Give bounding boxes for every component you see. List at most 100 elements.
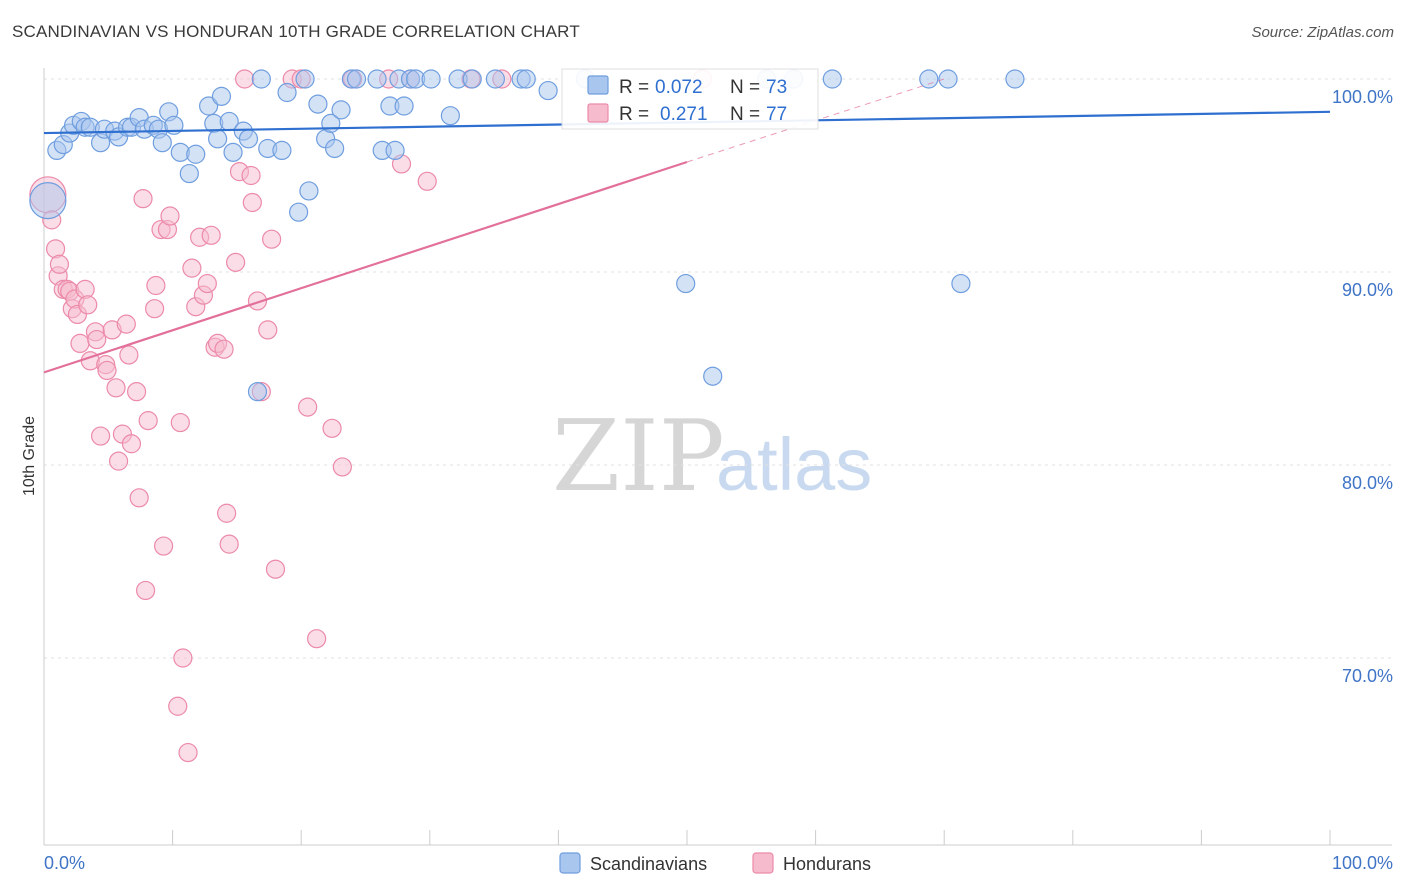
scandinavian-point bbox=[485, 69, 505, 89]
y-tick-label: 70.0% bbox=[1342, 666, 1393, 686]
scandinavian-point bbox=[247, 382, 268, 402]
scandinavian-point bbox=[199, 96, 219, 116]
honduran-point bbox=[121, 434, 142, 454]
x-tick-marks bbox=[43, 830, 1331, 845]
y-tick-label: 90.0% bbox=[1342, 280, 1393, 300]
legend-n-label-scandinavians: N = bbox=[730, 77, 760, 98]
honduran-point bbox=[332, 457, 352, 477]
scandinavian-point bbox=[325, 138, 345, 159]
y-tick-label: 80.0% bbox=[1342, 473, 1393, 493]
honduran-point bbox=[235, 69, 255, 89]
scandinavian-point bbox=[394, 96, 414, 116]
honduran-point bbox=[108, 451, 129, 471]
scandinavian-point bbox=[238, 129, 259, 149]
honduran-point bbox=[119, 345, 139, 365]
bottom-legend-label-hondurans: Hondurans bbox=[783, 854, 871, 874]
legend-n-value-scandinavians: 73 bbox=[766, 77, 787, 98]
honduran-point bbox=[217, 503, 237, 523]
scandinavian-point bbox=[299, 181, 319, 201]
honduran-point bbox=[265, 559, 286, 579]
honduran-point bbox=[242, 192, 262, 213]
honduran-point bbox=[138, 411, 158, 431]
scandinavian-point bbox=[938, 69, 958, 89]
honduran-point bbox=[160, 206, 180, 226]
scandinavian-point bbox=[208, 129, 228, 149]
scandinavian-point bbox=[538, 80, 558, 101]
y-axis-label: 10th Grade bbox=[21, 416, 38, 496]
honduran-point bbox=[298, 397, 318, 417]
correlation-legend: R = 0.072 N = 73 R = 0.271 N = 77 bbox=[561, 68, 819, 130]
honduran-point bbox=[126, 382, 147, 402]
legend-r-value-scandinavians: 0.072 bbox=[655, 77, 703, 98]
legend-swatch-hondurans bbox=[587, 103, 609, 123]
honduran-point bbox=[146, 275, 166, 296]
honduran-point bbox=[226, 252, 246, 272]
honduran-point bbox=[241, 165, 261, 186]
honduran-point bbox=[197, 273, 217, 294]
scandinavian-point bbox=[1005, 69, 1025, 89]
scandinavian-point bbox=[367, 69, 387, 89]
scandinavian-point bbox=[331, 100, 351, 120]
honduran-point bbox=[106, 378, 126, 398]
scandinavian-point bbox=[295, 69, 315, 89]
scandinavian-point bbox=[179, 163, 199, 184]
legend-r-label-scandinavians: R = bbox=[619, 77, 649, 98]
honduran-point bbox=[97, 360, 117, 381]
honduran-point bbox=[90, 426, 111, 446]
source-attribution: Source: ZipAtlas.com bbox=[1251, 24, 1394, 41]
watermark: ZIP atlas bbox=[552, 400, 872, 514]
scandinavian-point bbox=[676, 273, 696, 294]
honduran-point bbox=[70, 333, 90, 354]
honduran-point bbox=[214, 339, 234, 359]
scandinavian-point bbox=[385, 140, 405, 161]
scandinavian-point bbox=[308, 94, 328, 114]
scandinavian-point bbox=[186, 144, 206, 164]
honduran-point bbox=[78, 295, 98, 315]
honduran-point bbox=[87, 329, 107, 350]
scandinavian-point bbox=[346, 69, 367, 89]
honduran-point bbox=[307, 629, 327, 649]
honduran-point bbox=[219, 534, 239, 554]
scandinavian-point bbox=[462, 69, 482, 89]
scandinavian-point bbox=[951, 273, 971, 294]
honduran-point bbox=[201, 225, 221, 245]
x-tick-label-max: 100.0% bbox=[1332, 853, 1393, 873]
honduran-point bbox=[133, 189, 153, 209]
honduran-point bbox=[322, 418, 342, 438]
scandinavian-point bbox=[516, 69, 536, 89]
honduran-point bbox=[116, 314, 136, 334]
honduran-point bbox=[135, 580, 156, 601]
y-tick-labels: 100.0% 90.0% 80.0% 70.0% bbox=[1332, 87, 1393, 686]
scandinavian-point bbox=[822, 69, 842, 89]
honduran-point bbox=[144, 299, 165, 319]
honduran-point bbox=[417, 171, 437, 191]
scandinavian-point bbox=[289, 202, 309, 222]
honduran-point bbox=[129, 488, 149, 508]
bottom-legend-swatch-hondurans bbox=[752, 852, 774, 874]
legend-swatch-scandinavians bbox=[587, 75, 609, 95]
scandinavian-point bbox=[440, 106, 460, 126]
legend-n-label-hondurans: N = bbox=[730, 104, 760, 125]
honduran-point bbox=[153, 536, 174, 556]
scandinavian-point bbox=[421, 69, 441, 89]
legend-r-value-hondurans: 0.271 bbox=[660, 104, 708, 125]
honduran-point bbox=[178, 742, 198, 763]
honduran-point bbox=[173, 648, 193, 668]
scandinavian-point bbox=[223, 142, 243, 162]
scandinavian-point bbox=[211, 86, 232, 106]
x-tick-label-min: 0.0% bbox=[44, 853, 85, 873]
honduran-point bbox=[258, 320, 278, 340]
scandinavian-point bbox=[703, 366, 723, 386]
chart-title: SCANDINAVIAN VS HONDURAN 10TH GRADE CORR… bbox=[12, 22, 580, 41]
watermark-zip: ZIP bbox=[552, 400, 725, 514]
scandinavian-point bbox=[29, 181, 67, 220]
scandinavian-point bbox=[251, 69, 271, 89]
bottom-legend-label-scandinavians: Scandinavians bbox=[590, 854, 707, 874]
honduran-point bbox=[49, 254, 70, 274]
scandinavian-point bbox=[152, 133, 172, 153]
scandinavian-point bbox=[272, 140, 292, 161]
legend-r-label-hondurans: R = bbox=[619, 104, 649, 125]
honduran-point bbox=[168, 696, 188, 716]
bottom-legend-swatch-scandinavians bbox=[559, 852, 581, 874]
